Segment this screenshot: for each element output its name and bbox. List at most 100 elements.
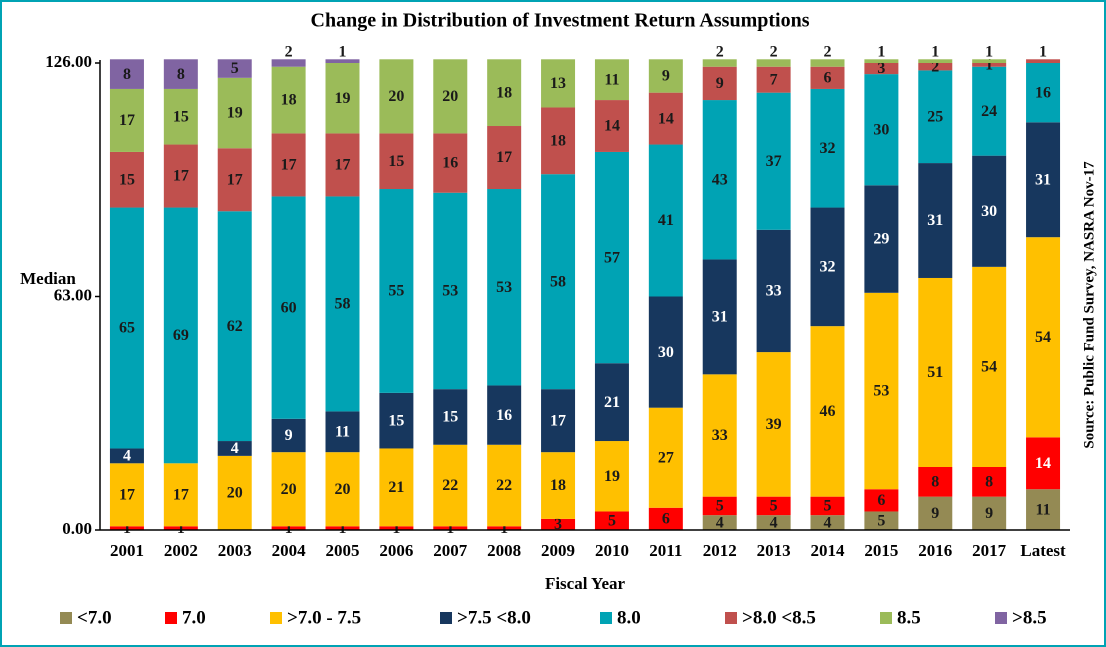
bar-segment	[864, 489, 899, 512]
bar-segment	[379, 448, 414, 527]
bar-segment	[433, 192, 468, 390]
bar-segment	[379, 133, 414, 190]
y-tick-label: 63.00	[54, 285, 92, 304]
bar-segment	[594, 100, 629, 152]
data-label: 3	[877, 60, 885, 77]
data-label: 57	[604, 249, 620, 266]
data-label: 1	[339, 44, 347, 61]
data-label: 2	[931, 58, 939, 75]
data-label: 18	[496, 84, 512, 101]
x-tick-label: 2005	[326, 541, 360, 560]
data-label: 4	[770, 514, 778, 531]
data-label: 1	[985, 44, 993, 61]
bar-segment	[487, 59, 522, 127]
bar-segment	[810, 515, 845, 530]
data-label: 7	[770, 71, 778, 88]
legend-label: 8.0	[617, 607, 641, 628]
data-label: 31	[927, 212, 943, 229]
data-label: 19	[335, 90, 351, 107]
bar-segment	[271, 66, 306, 134]
bar-segment	[702, 515, 737, 530]
bar-segment	[864, 74, 899, 186]
data-label: 20	[388, 88, 404, 105]
data-label: 46	[820, 403, 836, 420]
data-label: 60	[281, 299, 297, 316]
bar-segment	[325, 196, 360, 412]
bar-segment	[648, 92, 683, 145]
bar-segment	[594, 363, 629, 442]
data-label: 20	[335, 481, 351, 498]
data-label: 1	[931, 44, 939, 61]
legend-label: 8.5	[897, 607, 921, 628]
legend-swatch	[600, 612, 612, 624]
bar-segment	[702, 66, 737, 101]
bar-segment	[109, 151, 144, 208]
data-label: 9	[931, 505, 939, 522]
bar-segment	[271, 59, 306, 67]
data-label: 17	[496, 149, 512, 166]
data-label: 53	[496, 279, 512, 296]
bar-segment	[487, 385, 522, 445]
bar-segment	[163, 88, 198, 145]
y-tick-label: 126.00	[45, 52, 92, 71]
x-tick-label: 2006	[379, 541, 413, 560]
bar-segment	[648, 296, 683, 408]
data-label: 9	[285, 427, 293, 444]
data-label: 15	[388, 412, 404, 429]
bar-segment	[648, 144, 683, 297]
data-label: 41	[658, 212, 674, 229]
data-label: 1	[339, 520, 347, 537]
bar-segment	[1026, 122, 1061, 238]
bar-segment	[109, 463, 144, 527]
bar-segment	[1026, 489, 1061, 530]
bar-segment	[918, 70, 953, 164]
bar-segment	[541, 107, 576, 175]
bar-segment	[433, 59, 468, 134]
bar-segment	[972, 63, 1007, 67]
bar-segment	[487, 126, 522, 190]
data-label: 4	[123, 448, 131, 465]
bar-segment	[864, 185, 899, 293]
bar-segment	[756, 352, 791, 497]
data-label: 18	[281, 92, 297, 109]
data-label: 51	[927, 364, 943, 381]
bar-segment	[271, 526, 306, 530]
bar-segment	[810, 496, 845, 516]
data-label: 5	[231, 60, 239, 77]
bar-segment	[433, 526, 468, 530]
data-label: 1	[177, 520, 185, 537]
legend-label: >8.5	[1012, 607, 1047, 628]
data-label: 17	[173, 486, 189, 503]
bar-segment	[433, 133, 468, 193]
bar-segment	[109, 207, 144, 449]
bar-segment	[972, 66, 1007, 156]
source-note: Source: Public Fund Survey, NASRA Nov-17	[1081, 161, 1097, 449]
data-label: 5	[770, 498, 778, 515]
legend-label: 7.0	[182, 607, 206, 628]
data-label: 8	[123, 66, 131, 83]
bar-segment	[702, 374, 737, 497]
data-label: 5	[824, 498, 832, 515]
bar-segment	[325, 63, 360, 134]
bar-segment	[325, 411, 360, 453]
y-tick-label: 0.00	[62, 519, 92, 538]
bar-segment	[810, 59, 845, 67]
data-label: 17	[119, 486, 135, 503]
bar-segment	[379, 526, 414, 530]
bar-segment	[487, 189, 522, 386]
data-label: 15	[388, 153, 404, 170]
data-label: 6	[662, 511, 670, 528]
bar-segment	[864, 59, 899, 63]
bar-segment	[972, 59, 1007, 63]
bar-segment	[217, 455, 252, 530]
bar-segment	[972, 466, 1007, 497]
x-tick-label: 2004	[272, 541, 307, 560]
data-label: 13	[550, 75, 566, 92]
data-label: 5	[877, 512, 885, 529]
data-label: 55	[388, 283, 404, 300]
bar-segment	[918, 163, 953, 278]
data-label: 22	[496, 477, 512, 494]
data-label: 65	[119, 320, 135, 337]
data-label: 4	[716, 514, 724, 531]
